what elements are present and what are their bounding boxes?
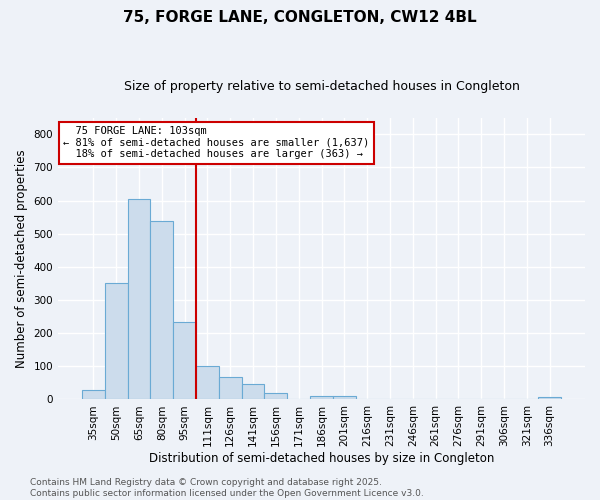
Bar [219,377,242,400]
Bar [333,396,356,400]
Bar [310,396,333,400]
X-axis label: Distribution of semi-detached houses by size in Congleton: Distribution of semi-detached houses by … [149,452,494,465]
Y-axis label: Number of semi-detached properties: Number of semi-detached properties [15,150,28,368]
Bar [105,284,128,400]
Bar [538,397,561,400]
Bar [128,199,151,400]
Bar [265,394,287,400]
Bar [151,220,173,400]
Text: Contains HM Land Registry data © Crown copyright and database right 2025.
Contai: Contains HM Land Registry data © Crown c… [30,478,424,498]
Bar [82,390,105,400]
Title: Size of property relative to semi-detached houses in Congleton: Size of property relative to semi-detach… [124,80,520,93]
Bar [173,322,196,400]
Bar [242,384,265,400]
Text: 75 FORGE LANE: 103sqm
← 81% of semi-detached houses are smaller (1,637)
  18% of: 75 FORGE LANE: 103sqm ← 81% of semi-deta… [64,126,370,160]
Bar [196,366,219,400]
Text: 75, FORGE LANE, CONGLETON, CW12 4BL: 75, FORGE LANE, CONGLETON, CW12 4BL [123,10,477,25]
